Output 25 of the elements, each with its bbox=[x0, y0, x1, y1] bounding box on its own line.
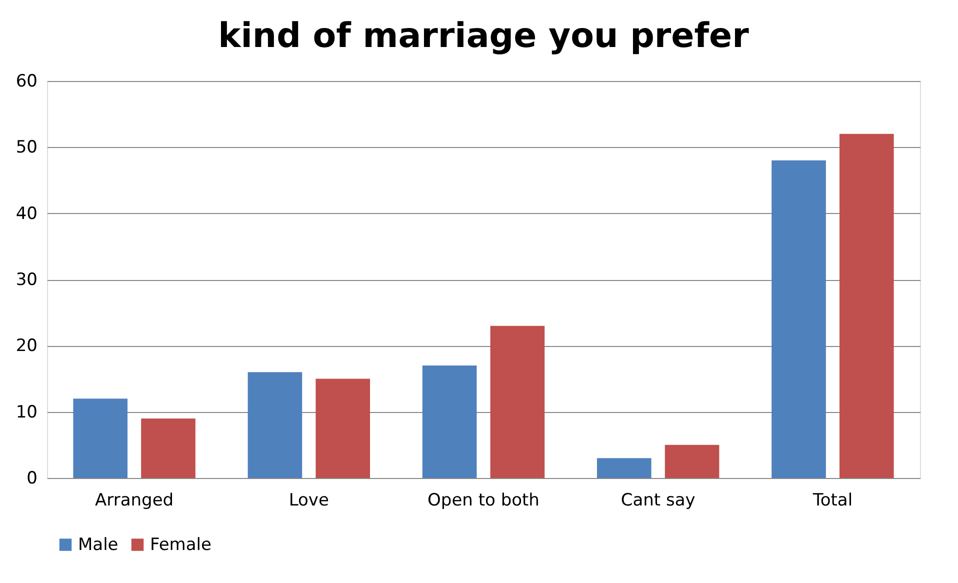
legend-label: Male bbox=[78, 534, 118, 555]
bar bbox=[664, 444, 720, 478]
bar bbox=[839, 134, 894, 478]
x-tick-label: Cant say bbox=[620, 490, 696, 510]
y-tick-label: 50 bbox=[16, 138, 38, 158]
x-tick-label: Open to both bbox=[428, 490, 540, 510]
y-tick-label: 0 bbox=[26, 468, 38, 488]
y-tick-label: 40 bbox=[16, 204, 38, 224]
bar bbox=[490, 326, 545, 478]
bar bbox=[248, 372, 302, 478]
bar bbox=[141, 418, 196, 478]
y-tick-label: 60 bbox=[16, 72, 38, 92]
bar bbox=[73, 398, 128, 478]
x-tick-label: Love bbox=[288, 490, 329, 510]
legend-label: Female bbox=[150, 534, 212, 555]
bar bbox=[596, 458, 652, 478]
chart-title: kind of marriage you prefer bbox=[218, 16, 750, 56]
y-tick-label: 10 bbox=[16, 402, 38, 422]
y-tick-label: 20 bbox=[16, 336, 38, 356]
bar bbox=[422, 366, 477, 478]
bar bbox=[316, 378, 370, 478]
y-tick-label: 30 bbox=[16, 270, 38, 290]
bar bbox=[772, 160, 826, 478]
x-tick-label: Total bbox=[812, 490, 853, 510]
x-tick-label: Arranged bbox=[95, 490, 174, 510]
